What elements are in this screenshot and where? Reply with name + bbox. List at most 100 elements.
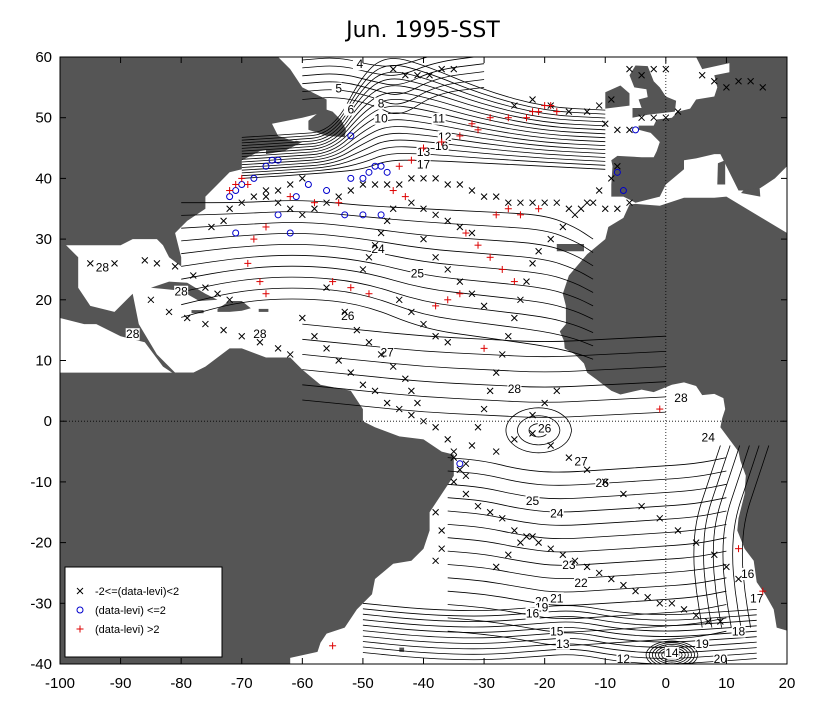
contour-label: 28	[174, 285, 188, 299]
marker-x-point	[208, 223, 215, 231]
marker-x-point	[638, 71, 645, 79]
contour-line-3	[241, 139, 606, 171]
x-tick-label: -80	[170, 675, 192, 692]
contour-line-32	[302, 323, 666, 342]
marker-x-point	[523, 278, 530, 285]
contour-line-46	[447, 564, 727, 580]
contour-label: 25	[411, 267, 425, 281]
marker-plus-point	[389, 187, 397, 195]
contour-label-bg	[343, 103, 354, 116]
marker-x-point	[189, 272, 197, 279]
contour-labels: 4 56 810 11 12 13 16 17 24 25 26 28 28 28 28 27 28 28 26 27…	[95, 57, 764, 664]
marker-x-point	[274, 187, 282, 194]
marker-plus-point	[438, 138, 446, 146]
marker-plus-point	[535, 205, 543, 213]
contour-label-bg	[673, 391, 688, 404]
marker-plus-point	[329, 278, 337, 286]
contour-label: 25	[526, 494, 540, 508]
marker-x-point	[626, 126, 633, 134]
marker-x-point	[559, 551, 567, 559]
marker-x-point	[347, 187, 355, 194]
contour-line-13	[241, 71, 606, 144]
marker-x-point	[680, 606, 688, 613]
contour-label: 15	[550, 625, 564, 639]
marker-x-point	[583, 199, 591, 207]
marker-plus-point	[504, 205, 512, 213]
marker-x-point	[474, 502, 482, 510]
marker-plus-point	[656, 405, 664, 413]
marker-x-point	[747, 77, 755, 85]
plot-area: 4 56 810 11 12 13 16 17 24 25 26 28 28 28 28 27 28 28 26 27…	[60, 57, 787, 664]
marker-x-point	[517, 539, 524, 546]
marker-x-point	[559, 223, 567, 231]
marker-x-point	[214, 290, 221, 298]
marker-x-point	[723, 563, 730, 571]
marker-plus-point	[262, 223, 270, 231]
y-tick-label: 10	[35, 353, 52, 370]
contour-line-74	[648, 642, 696, 664]
contour-line-25	[181, 233, 594, 280]
marker-x-point	[504, 199, 512, 207]
x-axis: -100 -90 -80 -70 -60 -50 -40 -30 -20 -10 0 10 20	[45, 57, 795, 692]
marker-x-point	[438, 545, 446, 553]
nova-scotia	[266, 140, 303, 155]
british-isles	[629, 65, 677, 118]
x-tick-label: 0	[662, 675, 670, 692]
marker-x-point	[389, 65, 397, 73]
marker-x-point	[468, 290, 476, 298]
contour-line-45	[447, 550, 727, 566]
contour-label: 28	[508, 382, 522, 396]
contour-label-bg	[252, 328, 267, 341]
marker-plus-point	[286, 193, 294, 201]
marker-plus-point	[244, 180, 252, 188]
marker-x-point	[401, 375, 409, 383]
marker-x-point	[620, 490, 627, 498]
marker-x-point	[389, 205, 397, 213]
marker-circle-point	[347, 132, 355, 140]
marker-x-point	[583, 466, 591, 474]
marker-circle-point	[323, 187, 331, 195]
marker-x-point	[226, 205, 233, 213]
legend-box	[64, 566, 223, 658]
marker-plus-point	[504, 114, 512, 122]
marker-x-point	[565, 108, 573, 115]
marker-x-point	[638, 114, 645, 122]
marker-x-point	[450, 478, 458, 486]
marker-x-point	[492, 193, 500, 200]
marker-x-point	[595, 102, 603, 109]
chart-title: Jun. 1995-SST	[344, 18, 500, 43]
marker-x-point	[456, 181, 464, 188]
marker-x-point	[571, 557, 579, 565]
marker-x-point	[638, 502, 645, 510]
marker-circle-point	[613, 168, 621, 176]
contour-label-bg	[701, 431, 716, 444]
contour-line-31	[181, 298, 594, 360]
marker-x-point	[498, 514, 506, 522]
marker-x-point	[456, 466, 464, 474]
contour-line-53	[362, 608, 757, 621]
marker-plus-point	[365, 290, 373, 298]
contour-label: 26	[538, 421, 552, 435]
marker-plus-point	[444, 296, 452, 304]
marker-x-point	[432, 557, 439, 565]
contour-label-bg	[616, 652, 631, 664]
marker-x-point	[438, 527, 446, 534]
marker-plus-point	[262, 290, 270, 298]
marker-circle-point	[304, 180, 312, 188]
marker-x-point	[535, 539, 542, 546]
marker-x-point	[662, 114, 670, 122]
marker-plus-point	[401, 193, 409, 201]
marker-plus-point	[541, 102, 549, 110]
contour-label: 6	[347, 103, 354, 117]
marker-x-point	[444, 181, 452, 188]
marker-x-point	[468, 442, 476, 449]
marker-plus-point	[432, 302, 440, 310]
marker-x-point	[141, 256, 149, 264]
marker-x-point	[541, 199, 549, 207]
marker-x-point	[583, 563, 591, 571]
contour-line-77	[517, 415, 561, 446]
marker-x-point	[432, 211, 439, 219]
marker-x-point	[450, 448, 458, 455]
contour-line-27	[181, 254, 594, 307]
contour-line-38	[447, 457, 727, 473]
